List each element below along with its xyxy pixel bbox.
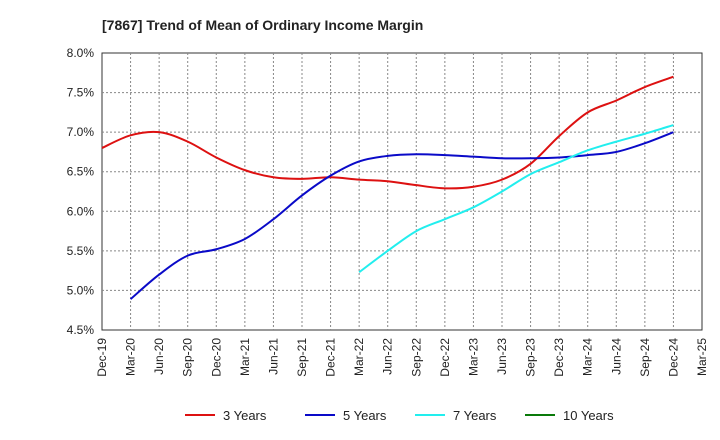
x-tick-label: Sep-20 xyxy=(181,338,195,377)
x-tick-label: Sep-23 xyxy=(524,338,538,377)
legend: 3 Years 5 Years 7 Years 10 Years xyxy=(185,408,614,423)
x-tick-label: Dec-23 xyxy=(552,338,566,377)
y-tick-label: 6.5% xyxy=(67,165,95,179)
series-line-5-years xyxy=(129,131,674,300)
x-tick-label: Dec-21 xyxy=(324,338,338,377)
plot-area xyxy=(101,52,703,331)
y-tick-label: 5.5% xyxy=(67,244,95,258)
series-lines xyxy=(101,75,674,300)
chart-title: [7867] Trend of Mean of Ordinary Income … xyxy=(102,17,423,33)
y-tick-label: 7.0% xyxy=(67,125,95,139)
y-axis-ticks: 4.5% 5.0% 5.5% 6.0% 6.5% 7.0% 7.5% 8.0% xyxy=(67,46,95,337)
legend-label-5-years: 5 Years xyxy=(343,408,387,423)
x-tick-label: Jun-24 xyxy=(609,338,623,375)
y-tick-label: 5.0% xyxy=(67,283,95,297)
x-tick-label: Sep-24 xyxy=(638,338,652,377)
x-tick-label: Sep-21 xyxy=(295,338,309,377)
x-tick-label: Mar-23 xyxy=(466,338,480,376)
x-tick-label: Mar-24 xyxy=(581,338,595,376)
x-tick-label: Dec-20 xyxy=(209,338,223,377)
y-tick-label: 8.0% xyxy=(67,46,95,60)
legend-label-3-years: 3 Years xyxy=(223,408,267,423)
x-tick-label: Mar-25 xyxy=(695,338,709,376)
x-tick-label: Dec-24 xyxy=(666,338,680,377)
x-tick-label: Mar-21 xyxy=(238,338,252,376)
grid-lines xyxy=(102,53,702,330)
x-tick-label: Dec-19 xyxy=(95,338,109,377)
x-tick-label: Sep-22 xyxy=(409,338,423,377)
x-tick-label: Jun-20 xyxy=(152,338,166,375)
y-tick-label: 6.0% xyxy=(67,204,95,218)
series-line-7-years xyxy=(358,124,674,274)
x-tick-label: Jun-23 xyxy=(495,338,509,375)
x-axis-ticks: Dec-19 Mar-20 Jun-20 Sep-20 Dec-20 Mar-21 Jun-… xyxy=(95,338,709,377)
x-tick-label: Mar-20 xyxy=(124,338,138,376)
x-tick-label: Mar-22 xyxy=(352,338,366,376)
y-tick-label: 7.5% xyxy=(67,86,95,100)
x-tick-label: Jun-21 xyxy=(266,338,280,375)
legend-label-7-years: 7 Years xyxy=(453,408,497,423)
legend-label-10-years: 10 Years xyxy=(563,408,614,423)
x-tick-label: Dec-22 xyxy=(438,338,452,377)
series-line-3-years xyxy=(101,75,674,190)
x-tick-label: Jun-22 xyxy=(381,338,395,375)
y-tick-label: 4.5% xyxy=(67,323,95,337)
